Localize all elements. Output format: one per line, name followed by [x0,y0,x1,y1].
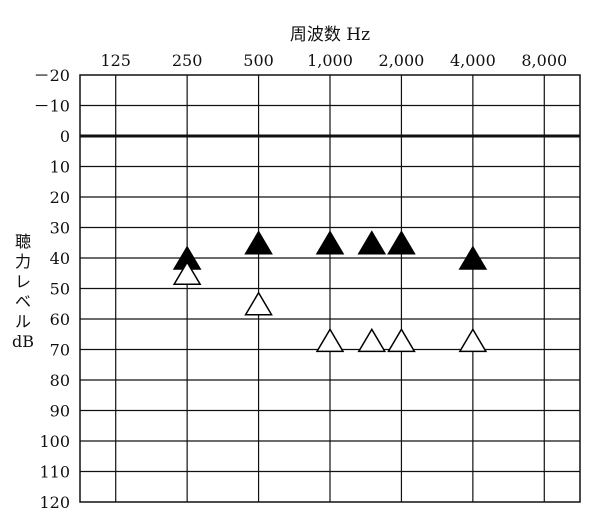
open-triangle-marker [317,329,343,351]
x-tick-labels: 125 250 500 1,000 2,000 4,000 8,000 [100,51,567,70]
y-tick-label: －20 [34,66,70,85]
y-tick-label: 90 [50,402,70,421]
x-tick-label: 2,000 [379,51,425,70]
y-tick-label: 10 [50,158,70,177]
y-tick-label: 70 [50,341,70,360]
x-tick-label: 1,000 [307,51,353,70]
y-tick-label: 110 [39,463,70,482]
y-tick-label: －10 [34,97,70,116]
x-tick-label: 4,000 [450,51,496,70]
y-tick-label: 40 [50,249,70,268]
filled-triangle-marker [359,232,385,254]
open-triangle-marker [460,329,486,351]
open-triangle-marker [388,329,414,351]
chart-grid [80,75,580,502]
y-tick-label: 120 [39,493,70,512]
open-triangle-marker [359,329,385,351]
y-tick-label: 60 [50,310,70,329]
y-tick-label: 80 [50,371,70,390]
y-tick-label: 50 [50,280,70,299]
y-tick-labels: －20 －10 0 10 20 30 40 50 60 70 80 90 100 110 120 [34,66,70,512]
x-tick-label: 125 [100,51,131,70]
open-triangle-marker [246,293,272,315]
y-tick-label: 0 [60,127,70,146]
filled-triangle-marker [246,232,272,254]
y-tick-label: 100 [39,432,70,451]
x-tick-label: 8,000 [521,51,567,70]
filled-triangle-marker [317,232,343,254]
x-tick-label: 250 [172,51,203,70]
y-tick-label: 20 [50,188,70,207]
x-tick-label: 500 [243,51,274,70]
filled-triangle-marker [388,232,414,254]
y-tick-label: 30 [50,219,70,238]
